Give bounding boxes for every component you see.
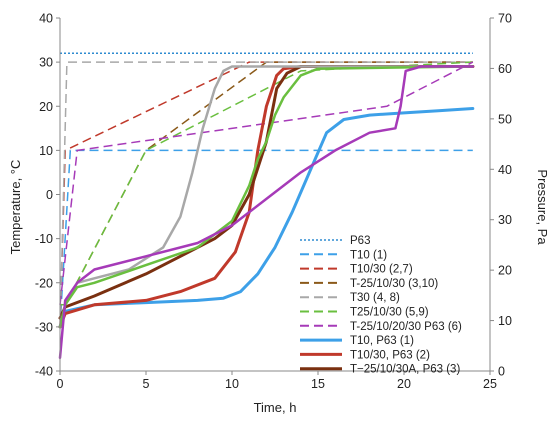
legend-label: T10 (1) [350, 249, 387, 261]
y-left-tick-label: -10 [35, 232, 53, 246]
series-line [59, 149, 473, 327]
y-right-tick-label: 60 [498, 62, 512, 76]
series-line [58, 65, 475, 329]
y-right-tick-label: 50 [498, 112, 512, 126]
legend-label: T30 (4, 8) [350, 292, 400, 304]
y-right-tick-label: 30 [498, 213, 512, 227]
series-line [59, 61, 473, 327]
y-left-tick-label: -40 [35, 365, 53, 379]
legend-label: T-25/10/30 (3,10) [350, 278, 438, 290]
y-right-tick-label: 70 [498, 12, 512, 26]
series-line [58, 65, 475, 329]
y-left-tick-label: 0 [46, 188, 53, 202]
legend-label: T10/30 (2,7) [350, 264, 413, 276]
plot-lines [58, 52, 475, 360]
y-axis-title-right: Pressure, Pa [535, 169, 550, 245]
legend-label: T10/30, P63 (2) [350, 349, 430, 361]
y-right-tick-label: 40 [498, 163, 512, 177]
y-left-tick-label: 10 [39, 144, 53, 158]
tick-labels: 0 5 10 15 20 25 -40 -30 -20 -10 0 10 20 30 40 0 10 20 30 40… [35, 12, 512, 392]
legend-label: T−25/10/30A, P63 (3) [350, 364, 460, 376]
y-right-tick-label: 0 [498, 365, 505, 379]
y-axis-title-left: Temperature, °C [8, 160, 23, 255]
y-left-tick-label: 20 [39, 100, 53, 114]
legend: P63 T10 (1) T10/30 (2,7) T-25/10/30 (3,10) T… [300, 235, 462, 376]
x-tick-label: 10 [225, 377, 239, 391]
x-tick-label: 25 [483, 377, 497, 391]
x-tick-label: 15 [311, 377, 325, 391]
y-left-tick-label: -20 [35, 276, 53, 290]
legend-label: T10, P63 (1) [350, 335, 414, 347]
y-right-tick-label: 10 [498, 314, 512, 328]
x-tick-label: 0 [57, 377, 64, 391]
y-left-tick-label: 30 [39, 56, 53, 70]
series-line [59, 61, 474, 305]
legend-label: T25/10/30 (5,9) [350, 307, 429, 319]
y-right-tick-label: 20 [498, 264, 512, 278]
legend-label: T-25/10/20/30 P63 (6) [350, 321, 462, 333]
y-left-tick-label: 40 [39, 12, 53, 26]
x-tick-label: 5 [143, 377, 150, 391]
axes [56, 17, 494, 375]
series-line [58, 65, 475, 360]
legend-label: P63 [350, 235, 370, 247]
x-tick-label: 20 [397, 377, 411, 391]
x-axis-title: Time, h [254, 400, 297, 415]
y-left-tick-label: -30 [35, 320, 53, 334]
